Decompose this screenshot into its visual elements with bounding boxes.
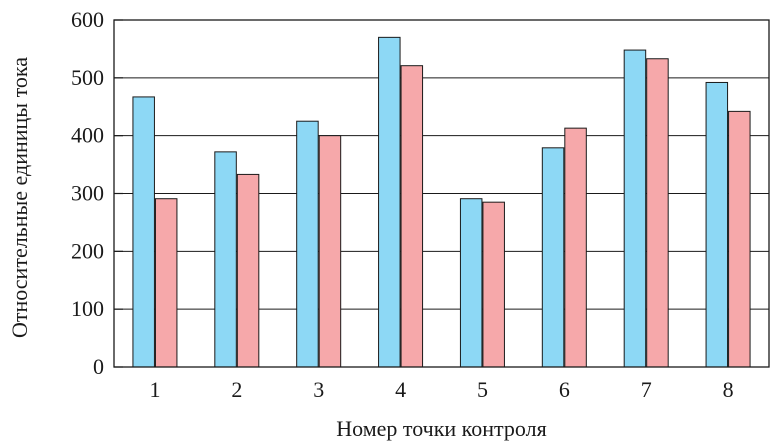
bar-series-2-cat-8 [728, 110, 751, 368]
y-tick-label: 600 [71, 7, 104, 32]
bar-series-1-cat-3 [296, 120, 319, 368]
x-axis-title: Номер точки контроля [336, 416, 546, 441]
y-axis-ticks: 0 100 200 300 400 500 600 [71, 7, 123, 379]
x-tick-label: 6 [559, 377, 570, 402]
bar-series-2-cat-7 [646, 58, 669, 368]
bar-series-1-cat-6 [541, 147, 565, 368]
bar-series-1-cat-4 [378, 36, 401, 368]
bar-series-2-cat-3 [318, 135, 342, 368]
bar-series-2-cat-4 [400, 65, 424, 368]
bar-series-1-cat-5 [459, 198, 483, 368]
x-tick-label: 7 [641, 377, 652, 402]
y-tick-label: 100 [71, 296, 104, 321]
x-tick-label: 8 [723, 377, 734, 402]
bar-series-2-cat-5 [482, 201, 505, 368]
y-tick-label: 0 [93, 354, 104, 379]
y-axis-title: Относительные единицы тока [7, 57, 32, 338]
x-tick-label: 1 [149, 377, 160, 402]
x-tick-label: 5 [477, 377, 488, 402]
bar-series-1-cat-2 [214, 151, 237, 368]
bar-series-1-cat-1 [132, 96, 155, 368]
bar-series-1-cat-7 [623, 49, 647, 368]
x-tick-label: 2 [231, 377, 242, 402]
bar-series-2-cat-6 [564, 127, 587, 368]
y-tick-label: 500 [71, 65, 104, 90]
gridlines [114, 77, 769, 310]
bars [132, 36, 751, 368]
bar-series-1-cat-8 [705, 81, 729, 368]
bar-series-2-cat-2 [236, 173, 260, 368]
x-axis-ticks: 1 2 3 4 5 6 7 8 [149, 377, 733, 402]
y-tick-label: 200 [71, 238, 104, 263]
x-tick-label: 3 [313, 377, 324, 402]
y-tick-label: 300 [71, 181, 104, 206]
x-tick-label: 4 [395, 377, 406, 402]
y-tick-label: 400 [71, 123, 104, 148]
bar-series-2-cat-1 [154, 198, 178, 368]
